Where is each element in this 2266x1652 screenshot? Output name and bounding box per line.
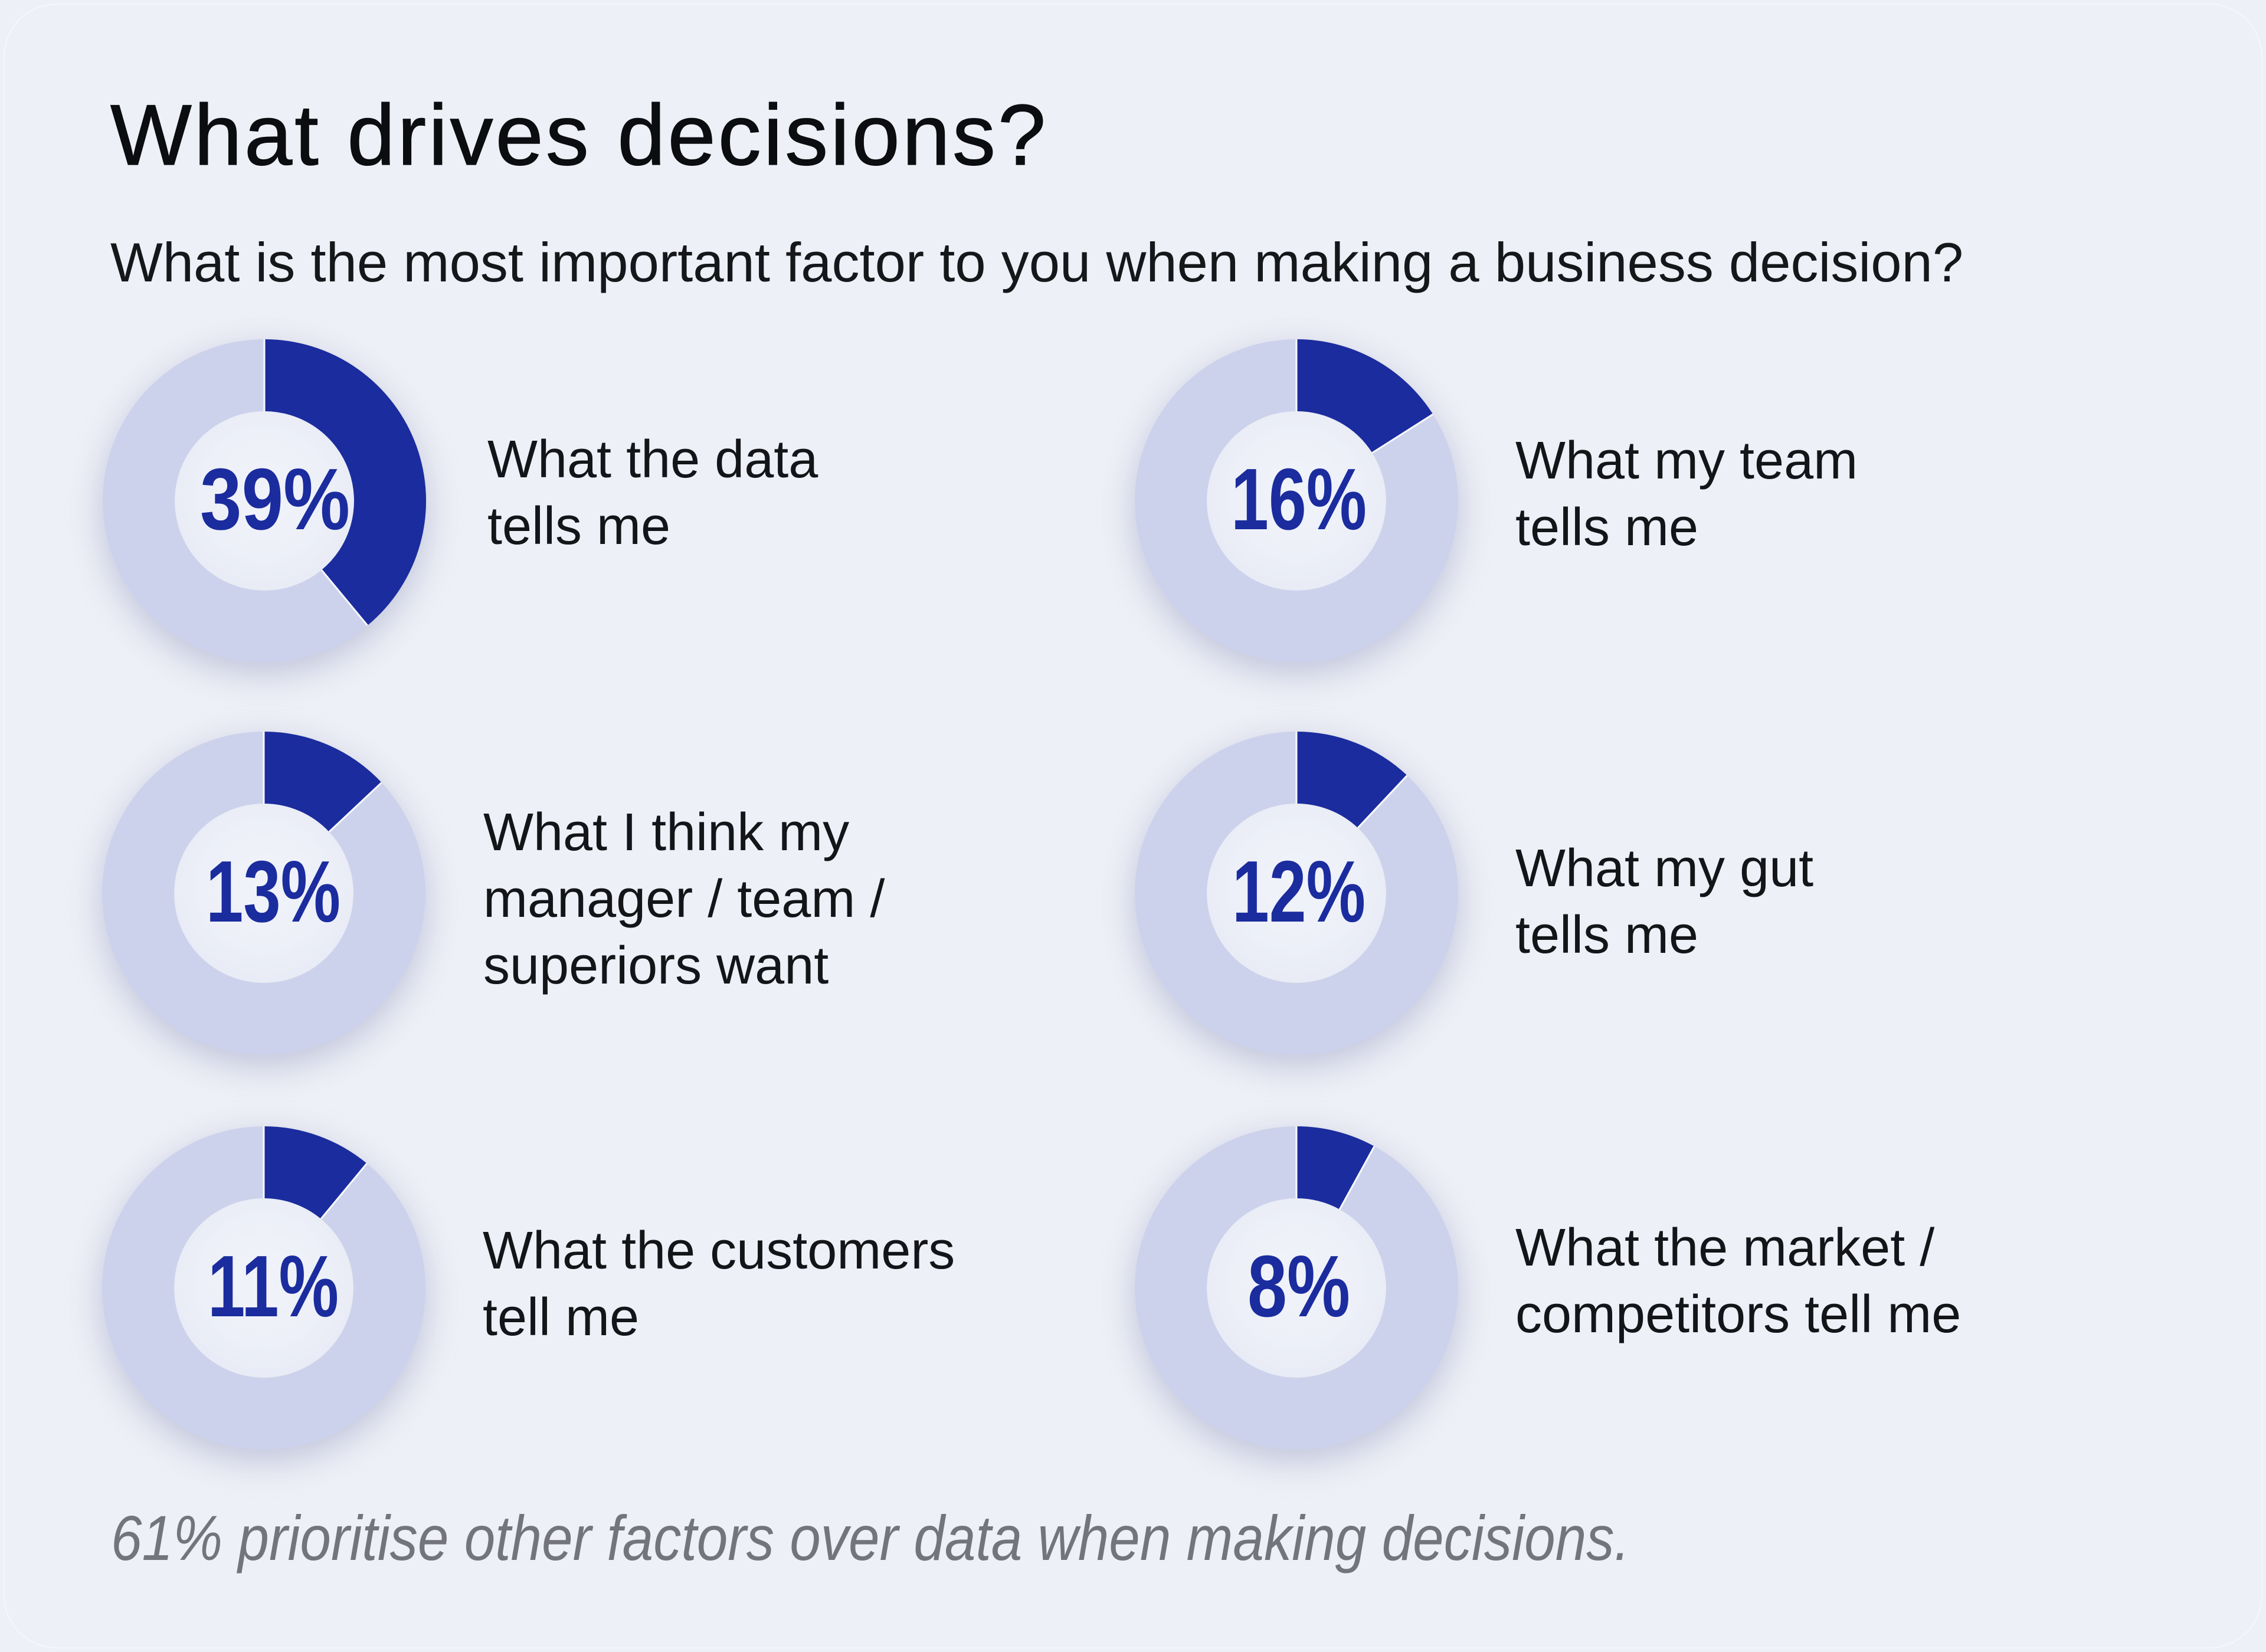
svg-text:11%: 11% (208, 1238, 339, 1335)
svg-text:16%: 16% (1231, 451, 1367, 548)
svg-text:12%: 12% (1232, 843, 1366, 940)
svg-text:13%: 13% (206, 843, 340, 940)
svg-text:39%: 39% (200, 451, 350, 548)
svg-text:8%: 8% (1247, 1238, 1350, 1335)
